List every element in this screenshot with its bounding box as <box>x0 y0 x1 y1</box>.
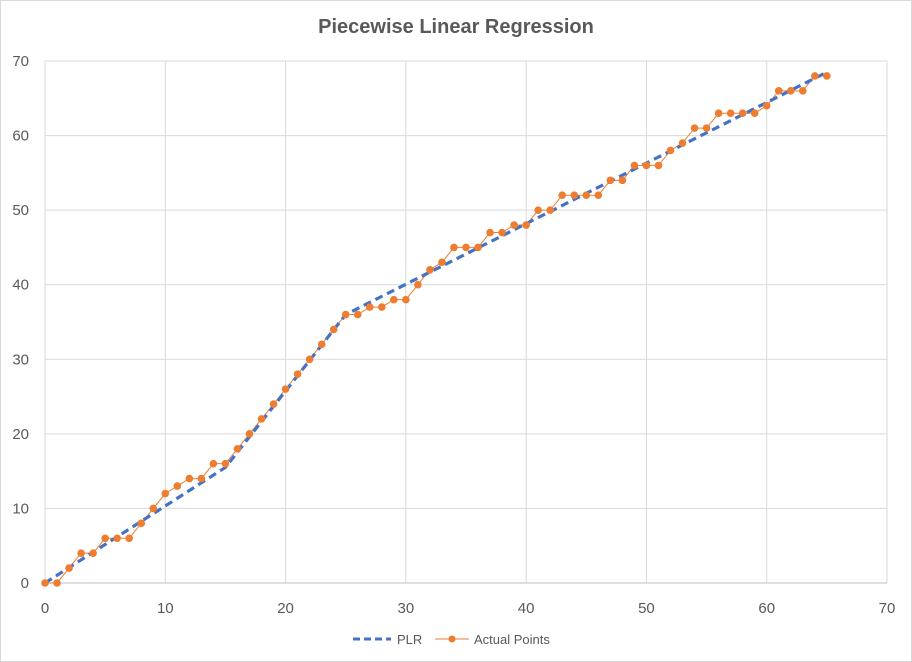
legend-label-plr: PLR <box>397 632 422 647</box>
data-point-actual <box>642 161 651 170</box>
data-point-actual <box>618 176 627 185</box>
data-point-actual <box>365 303 374 311</box>
data-point-actual <box>654 161 663 170</box>
data-point-actual <box>714 109 723 117</box>
axis-layer: 0 10 20 30 40 50 60 70 0 10 20 30 40 50 60 70 <box>12 53 895 617</box>
data-point-actual <box>390 295 398 304</box>
data-point-actual <box>402 295 410 304</box>
data-point-actual <box>329 325 338 334</box>
data-point-actual <box>582 191 591 200</box>
legend: PLR Actual Points <box>353 632 550 647</box>
data-point-actual <box>774 87 783 95</box>
data-point-actual <box>353 310 362 319</box>
data-point-actual <box>77 549 85 557</box>
data-point-actual <box>823 72 831 80</box>
data-point-actual <box>53 579 61 587</box>
data-point-actual <box>173 482 182 490</box>
data-point-actual <box>546 206 554 214</box>
data-point-actual <box>570 191 579 200</box>
data-point-actual <box>450 243 458 252</box>
data-point-actual <box>426 266 434 274</box>
data-point-actual <box>341 310 350 319</box>
data-point-actual <box>666 146 675 155</box>
data-point-actual <box>678 139 687 147</box>
series-line-plr <box>44 70 828 585</box>
data-point-actual <box>498 228 506 237</box>
data-point-actual <box>811 72 819 80</box>
x-tick-label: 70 <box>879 600 896 617</box>
data-point-actual <box>137 519 146 528</box>
series-line-actual-points <box>45 75 827 584</box>
data-point-actual <box>317 340 326 349</box>
x-tick-label: 60 <box>758 600 775 617</box>
data-point-actual <box>125 534 133 543</box>
data-point-actual <box>799 87 807 95</box>
data-point-actual <box>209 459 218 468</box>
data-point-actual <box>630 161 639 170</box>
y-tick-label: 0 <box>21 575 29 592</box>
data-point-actual <box>89 549 97 557</box>
data-point-actual <box>486 228 494 237</box>
data-point-actual <box>702 124 711 132</box>
data-point-actual <box>245 430 254 438</box>
data-point-actual <box>594 191 603 200</box>
data-point-actual <box>185 474 194 483</box>
series-layer <box>41 70 831 587</box>
data-point-actual <box>462 243 470 252</box>
chart-title: Piecewise Linear Regression <box>318 16 594 38</box>
data-point-actual <box>41 579 49 587</box>
x-tick-label: 40 <box>518 600 535 617</box>
data-point-actual <box>101 534 109 543</box>
y-tick-label: 30 <box>12 351 29 368</box>
data-point-actual <box>161 489 170 498</box>
data-point-actual <box>534 206 542 214</box>
y-tick-label: 40 <box>12 277 29 294</box>
y-tick-label: 20 <box>12 426 29 443</box>
x-tick-label: 30 <box>398 600 415 617</box>
grid-layer <box>44 60 888 583</box>
data-point-actual <box>305 355 314 364</box>
data-point-actual <box>522 221 530 229</box>
data-point-actual <box>281 385 290 393</box>
legend-label-actual-points: Actual Points <box>474 632 550 647</box>
y-tick-label: 50 <box>12 202 29 219</box>
data-point-actual <box>65 564 73 572</box>
data-point-actual <box>257 415 266 423</box>
x-tick-label: 20 <box>277 600 294 617</box>
y-tick-label: 70 <box>12 53 29 70</box>
data-point-actual <box>221 459 230 468</box>
data-point-actual <box>438 258 446 267</box>
y-tick-label: 10 <box>12 500 29 517</box>
data-point-actual <box>474 243 482 252</box>
data-point-actual <box>233 444 242 453</box>
data-point-actual <box>750 109 759 117</box>
data-point-actual <box>293 370 302 379</box>
data-point-actual <box>786 87 795 95</box>
data-point-actual <box>762 101 771 110</box>
data-point-actual <box>269 400 278 408</box>
data-point-actual <box>690 124 699 132</box>
x-tick-label: 50 <box>638 600 655 617</box>
data-point-actual <box>558 191 567 200</box>
data-point-actual <box>606 176 615 185</box>
data-point-actual <box>113 534 121 543</box>
data-point-actual <box>510 221 518 229</box>
data-point-actual <box>726 109 735 117</box>
data-point-actual <box>197 474 206 483</box>
y-tick-label: 60 <box>12 128 29 145</box>
data-point-actual <box>378 303 386 311</box>
data-point-actual <box>149 504 158 513</box>
legend-dot-actual-points <box>448 635 456 643</box>
x-tick-label: 10 <box>157 600 174 617</box>
x-tick-label: 0 <box>41 600 49 617</box>
data-point-actual <box>738 109 747 117</box>
data-point-actual <box>414 280 422 289</box>
